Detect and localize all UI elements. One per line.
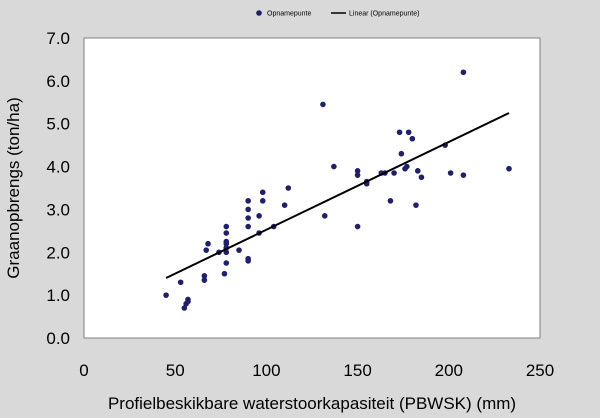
data-point xyxy=(354,223,361,230)
data-point xyxy=(409,135,416,142)
data-point xyxy=(418,174,425,181)
data-point xyxy=(259,189,266,196)
data-point xyxy=(185,298,191,305)
data-point xyxy=(506,165,512,172)
data-point xyxy=(398,150,405,157)
x-tick-label: 200 xyxy=(435,361,463,380)
data-point xyxy=(245,255,251,262)
x-axis-ticks: 0 50 100 150 200 250 xyxy=(79,361,554,380)
data-points xyxy=(163,69,512,311)
data-point xyxy=(181,305,188,311)
data-point xyxy=(321,213,328,219)
y-tick-label: 7.0 xyxy=(46,29,70,48)
data-point xyxy=(354,168,361,174)
data-point xyxy=(320,101,326,108)
data-point xyxy=(331,163,337,170)
y-tick-label: 4.0 xyxy=(46,158,70,177)
y-tick-label: 0.0 xyxy=(46,329,70,348)
y-tick-label: 6.0 xyxy=(46,72,70,91)
x-tick-label: 150 xyxy=(343,361,371,380)
data-point xyxy=(203,247,210,253)
data-point xyxy=(354,172,361,178)
x-tick-label: 100 xyxy=(252,361,280,380)
data-point xyxy=(245,223,251,230)
trend-line xyxy=(165,112,510,279)
plot-area xyxy=(83,37,541,339)
legend-marker-scatter xyxy=(256,10,262,16)
data-point xyxy=(223,260,230,266)
x-tick-label: 0 xyxy=(79,361,88,380)
data-point xyxy=(223,223,230,230)
data-point xyxy=(256,213,262,219)
data-point xyxy=(281,202,288,208)
data-point xyxy=(405,129,412,136)
trend-line-group xyxy=(165,112,510,279)
data-point xyxy=(404,163,410,170)
data-point xyxy=(205,240,211,247)
data-point xyxy=(245,198,251,204)
y-tick-label: 2.0 xyxy=(46,243,70,262)
data-point xyxy=(259,198,266,204)
legend: Opnamepunte Linear (Opnamepunte) xyxy=(256,10,419,18)
data-point xyxy=(460,69,467,76)
y-tick-label: 3.0 xyxy=(46,200,70,219)
x-axis-label: Profielbeskikbare waterstoorkapasiteit (… xyxy=(108,394,516,413)
data-point xyxy=(223,249,230,256)
data-point xyxy=(387,198,394,204)
data-point xyxy=(285,185,292,191)
data-point xyxy=(223,230,230,236)
legend-label-scatter: Opnamepunte xyxy=(267,11,311,18)
data-point xyxy=(391,170,397,176)
y-tick-label: 5.0 xyxy=(46,115,70,134)
legend-label-line: Linear (Opnamepunte) xyxy=(349,11,419,18)
data-point xyxy=(396,129,403,136)
data-point xyxy=(460,172,467,178)
y-axis-ticks: 0.0 1.0 2.0 3.0 4.0 5.0 6.0 7.0 xyxy=(46,29,70,348)
data-point xyxy=(201,277,208,283)
data-point xyxy=(177,279,184,286)
data-point xyxy=(245,206,251,213)
data-point xyxy=(413,202,419,208)
data-point xyxy=(221,270,228,277)
x-tick-label: 250 xyxy=(526,361,554,380)
data-point xyxy=(223,238,230,245)
x-tick-label: 50 xyxy=(166,361,185,380)
data-point xyxy=(163,292,169,298)
data-point xyxy=(245,215,251,221)
data-point xyxy=(236,247,242,253)
data-point xyxy=(447,170,454,176)
y-axis-label: Graanopbrengs (ton/ha) xyxy=(4,97,23,278)
data-point xyxy=(414,168,421,174)
data-point xyxy=(201,273,208,279)
y-tick-label: 1.0 xyxy=(46,286,70,305)
